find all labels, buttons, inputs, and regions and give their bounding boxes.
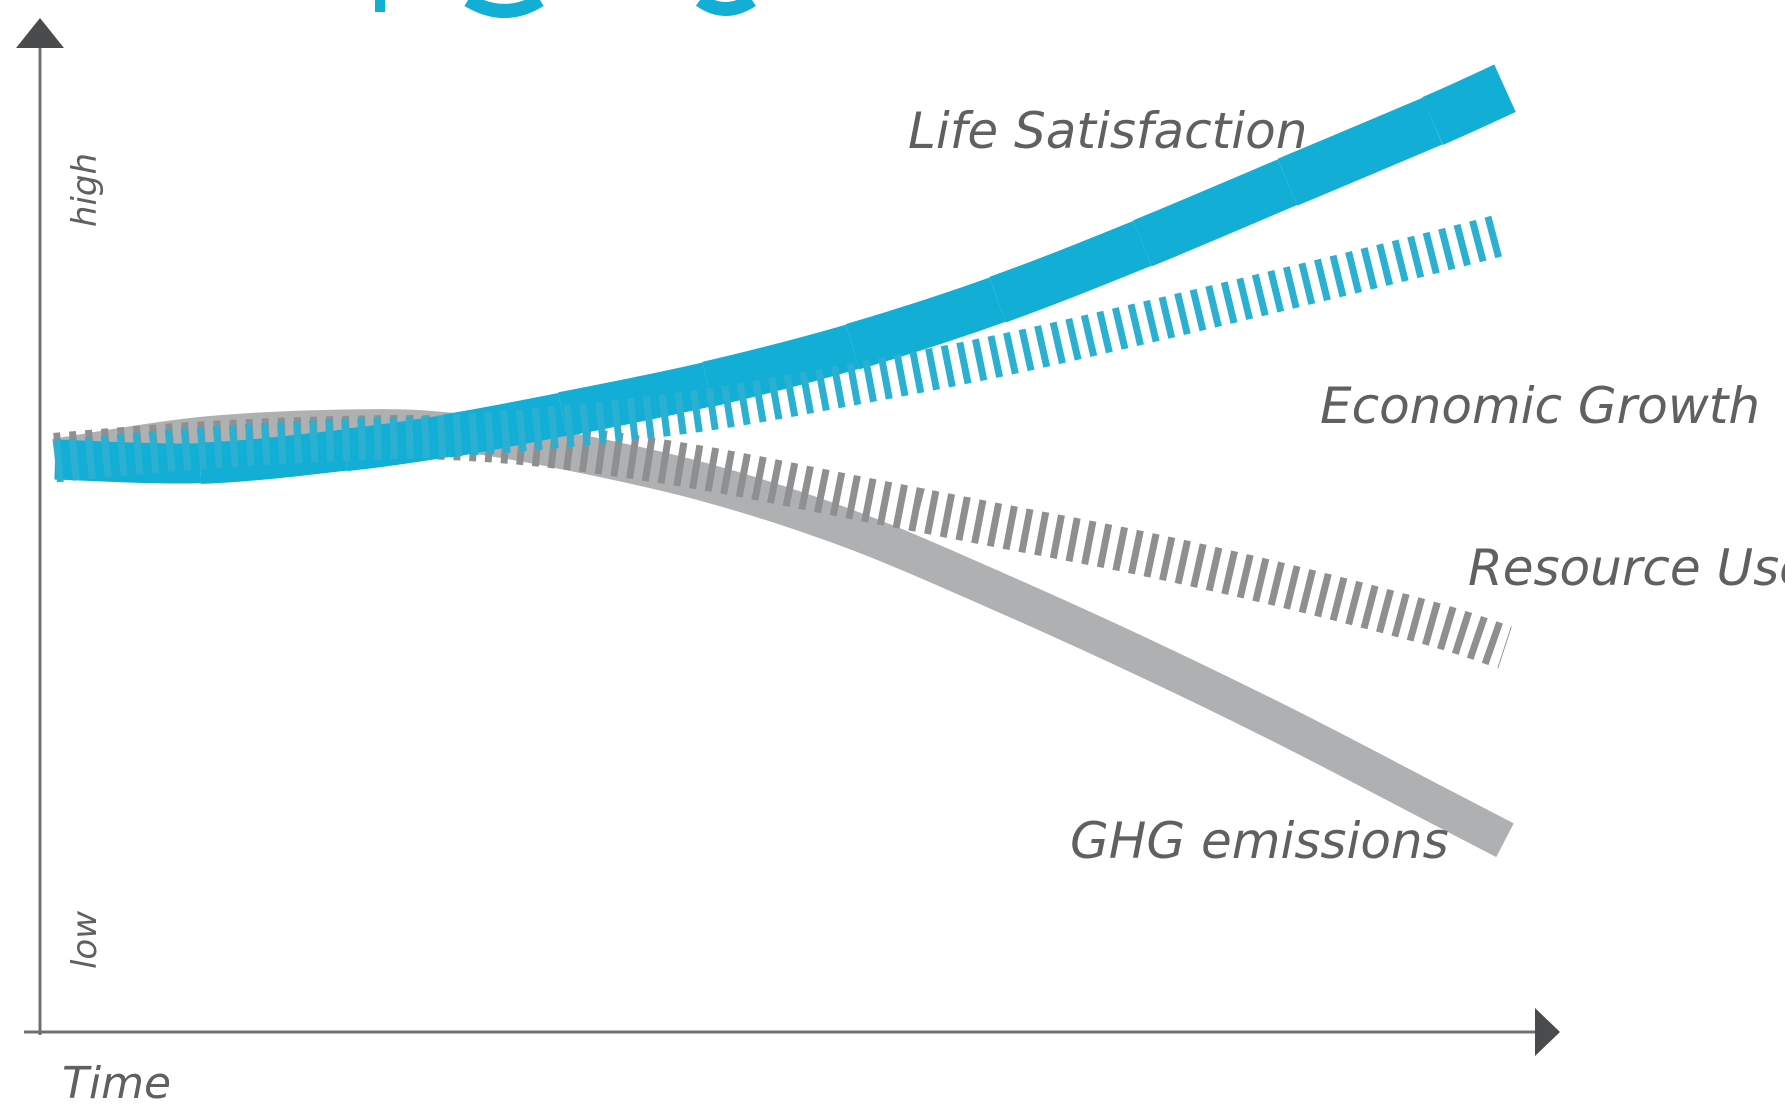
top-partial-arc-right <box>695 0 756 16</box>
label-ghg-emissions: GHG emissions <box>1070 812 1449 870</box>
y-axis-arrow-icon <box>16 18 64 48</box>
series-layer <box>52 64 1516 858</box>
series-economic-growth <box>53 213 1511 483</box>
label-resource-use: Resource Use <box>1468 539 1785 597</box>
series-ghg-emissions <box>52 409 1514 858</box>
series-segment <box>702 324 859 407</box>
series-segment <box>1133 159 1298 267</box>
y-tick-high: high <box>65 153 105 227</box>
label-life-satisfaction: Life Satisfaction <box>908 102 1307 160</box>
series-life-satisfaction <box>54 64 1516 484</box>
series-segment <box>1277 97 1443 206</box>
y-tick-low: low <box>65 911 105 969</box>
top-partial-arc-mid <box>464 0 544 18</box>
series-segment <box>845 277 1006 370</box>
top-partial-graphic <box>375 0 756 18</box>
series-segment <box>989 220 1152 323</box>
axes <box>16 18 1560 1056</box>
series-segment <box>54 439 201 484</box>
label-economic-growth: Economic Growth <box>1320 377 1760 435</box>
x-axis-arrow-icon <box>1535 1008 1560 1056</box>
series-segment <box>342 415 450 472</box>
series-segment <box>1422 64 1516 145</box>
x-axis-title: Time <box>62 1058 171 1109</box>
